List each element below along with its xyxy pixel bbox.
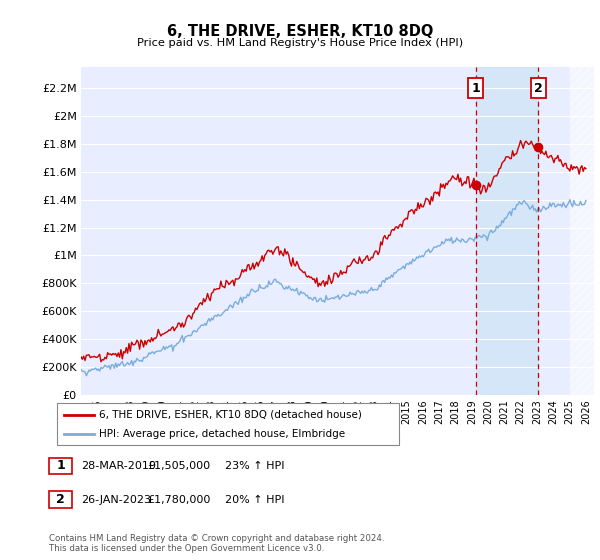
- Text: 6, THE DRIVE, ESHER, KT10 8DQ: 6, THE DRIVE, ESHER, KT10 8DQ: [167, 24, 433, 39]
- Text: 23% ↑ HPI: 23% ↑ HPI: [225, 461, 284, 471]
- Text: Price paid vs. HM Land Registry's House Price Index (HPI): Price paid vs. HM Land Registry's House …: [137, 38, 463, 48]
- Text: Contains HM Land Registry data © Crown copyright and database right 2024.
This d: Contains HM Land Registry data © Crown c…: [49, 534, 385, 553]
- Text: HPI: Average price, detached house, Elmbridge: HPI: Average price, detached house, Elmb…: [99, 429, 345, 439]
- Bar: [569, 67, 594, 395]
- Text: 1: 1: [56, 459, 65, 473]
- Bar: [476, 67, 538, 395]
- Text: 2: 2: [56, 493, 65, 506]
- Text: 6, THE DRIVE, ESHER, KT10 8DQ (detached house): 6, THE DRIVE, ESHER, KT10 8DQ (detached …: [99, 409, 362, 419]
- Text: 28-MAR-2019: 28-MAR-2019: [81, 461, 156, 471]
- Text: £1,780,000: £1,780,000: [147, 494, 211, 505]
- Text: 20% ↑ HPI: 20% ↑ HPI: [225, 494, 284, 505]
- Text: 26-JAN-2023: 26-JAN-2023: [81, 494, 151, 505]
- Text: £1,505,000: £1,505,000: [147, 461, 210, 471]
- Text: 2: 2: [534, 82, 542, 95]
- Text: 1: 1: [471, 82, 480, 95]
